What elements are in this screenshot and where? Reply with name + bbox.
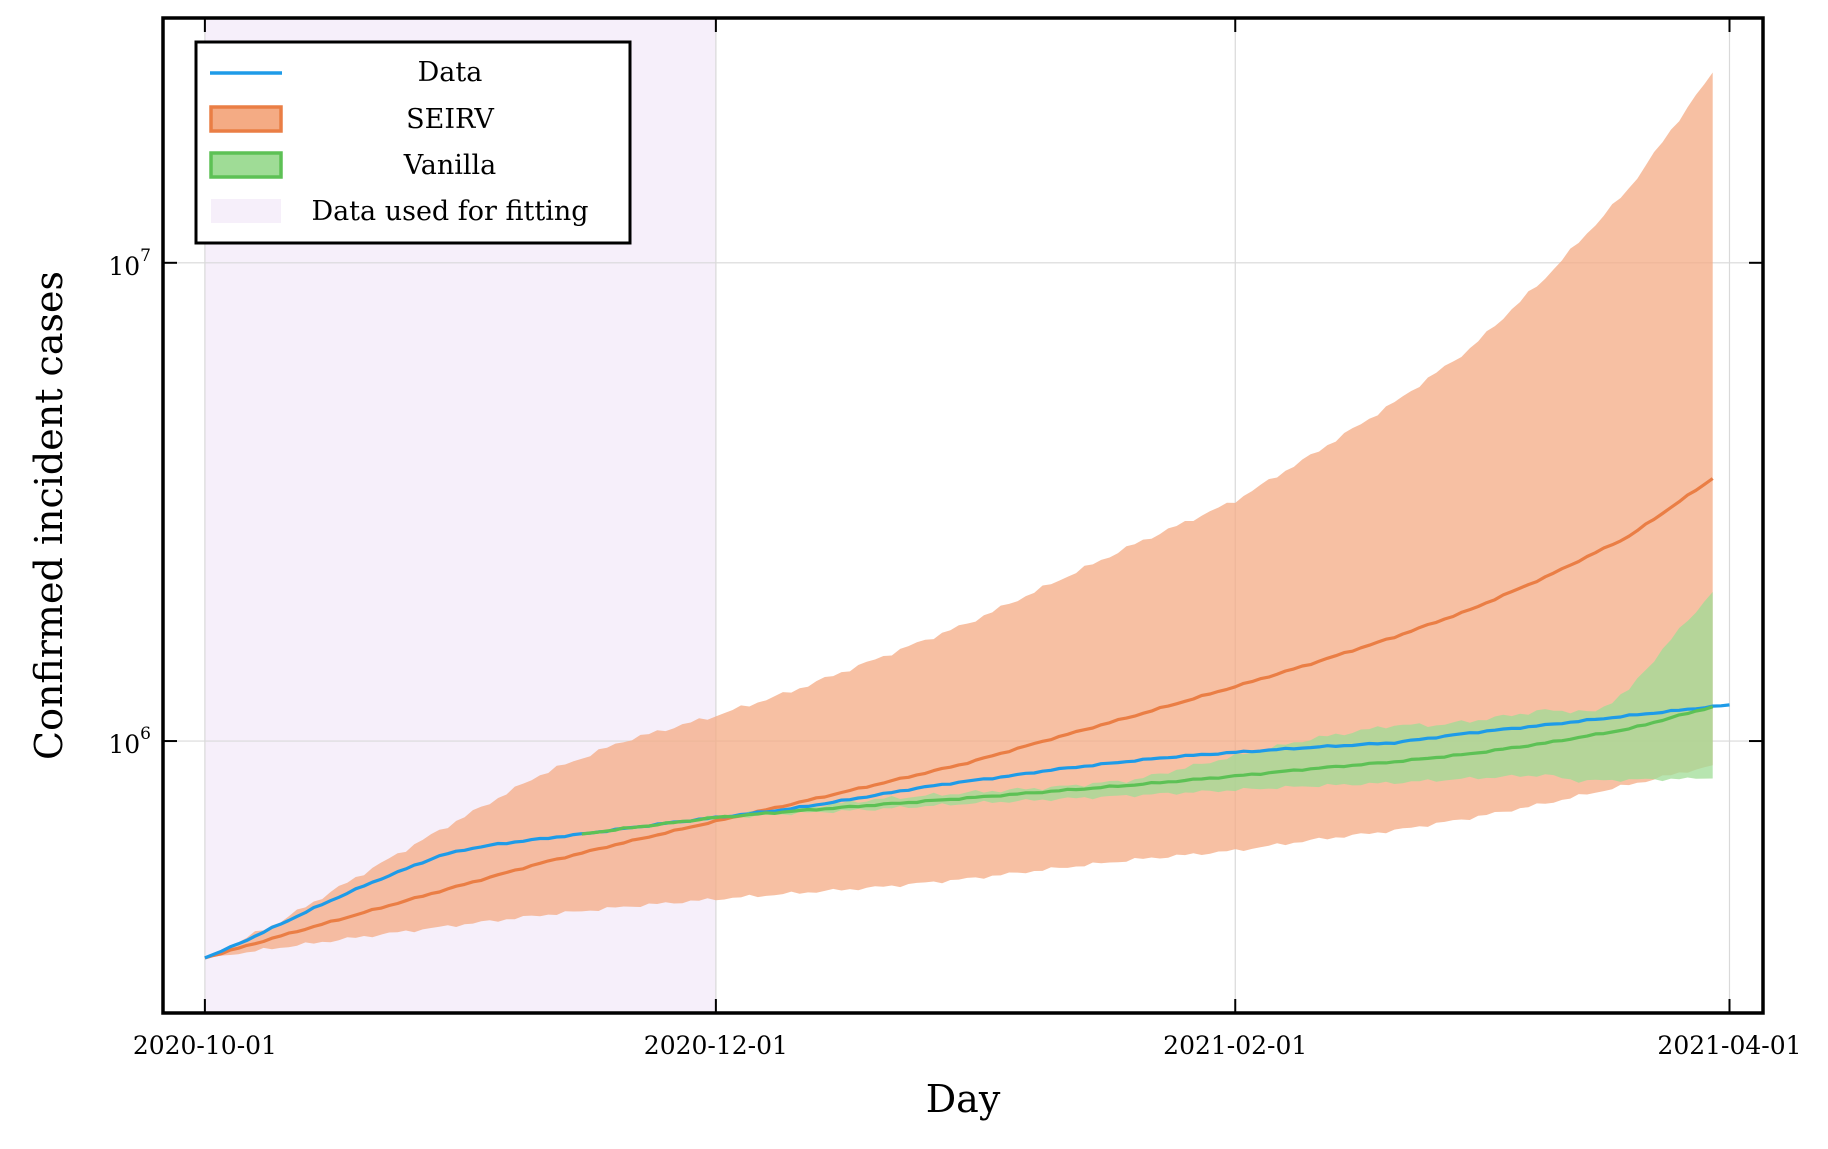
y-tick-label: 106 [108, 724, 151, 759]
legend-swatch-vanilla [209, 151, 283, 179]
y-tick-label: 107 [108, 246, 151, 281]
x-tick-label: 2020-10-01 [133, 1031, 277, 1060]
series-lines [204, 477, 1730, 960]
legend-label-data: Data [418, 57, 483, 88]
line-seirv [204, 477, 1714, 960]
legend-label-seirv: SEIRV [406, 104, 494, 135]
x-tick-label: 2021-04-01 [1657, 1031, 1801, 1060]
legend-label-fitting: Data used for fitting [311, 196, 588, 227]
x-tick-label: 2020-12-01 [644, 1031, 788, 1060]
legend-swatch-seirv [209, 105, 283, 133]
plot-frame [161, 16, 1765, 1015]
legend-swatch-fitting [211, 199, 281, 223]
y-axis-label: Confirmed incident cases [27, 271, 71, 760]
legend-label-vanilla: Vanilla [403, 150, 497, 181]
line-vanilla [581, 705, 1714, 836]
line-data [204, 703, 1730, 960]
x-tick-label: 2021-02-01 [1163, 1031, 1307, 1060]
legend: Data SEIRV Vanilla Data used for fitting [194, 40, 632, 245]
x-axis-label: Day [926, 1077, 1001, 1121]
uncertainty-bands [204, 72, 1713, 958]
band-vanilla [581, 592, 1713, 835]
axis-ticks: 2020-10-01 2020-12-01 2021-02-01 2021-04-01… [108, 18, 1802, 1060]
